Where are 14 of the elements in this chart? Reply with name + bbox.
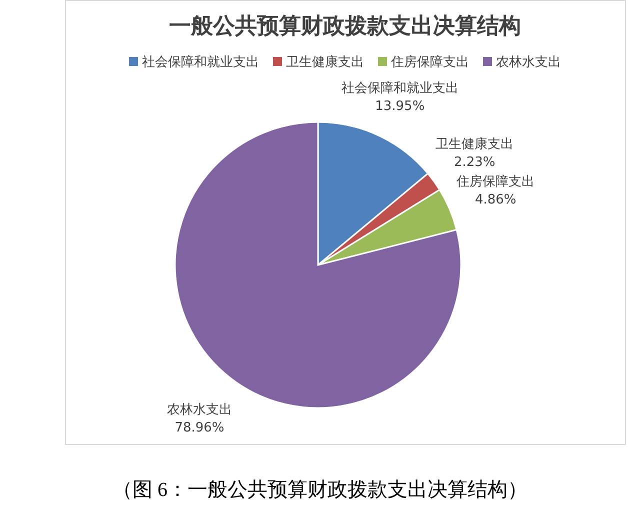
slice-label: 卫生健康支出 [436, 137, 514, 152]
data-label: 4.86% [474, 192, 516, 208]
data-label: 78.96% [174, 420, 224, 436]
data-label: 13.95% [375, 99, 425, 114]
chart-title: 一般公共预算财政拨款支出决算结构 [169, 13, 521, 38]
slice-label: 住房保障支出 [456, 174, 535, 190]
text: （图 6：一般公共预算财政拨款支出决算结构） [112, 479, 528, 501]
legend-label: 住房保障支出 [390, 54, 469, 70]
legend-label: 社会保障和就业支出 [142, 55, 259, 70]
legend-label: 卫生健康支出 [286, 55, 364, 70]
legend-label: 农林水支出 [496, 55, 561, 70]
slice-label: 社会保障和就业支出 [341, 81, 458, 96]
data-label: 2.23% [454, 155, 496, 170]
slice-label: 农林水支出 [167, 402, 232, 418]
